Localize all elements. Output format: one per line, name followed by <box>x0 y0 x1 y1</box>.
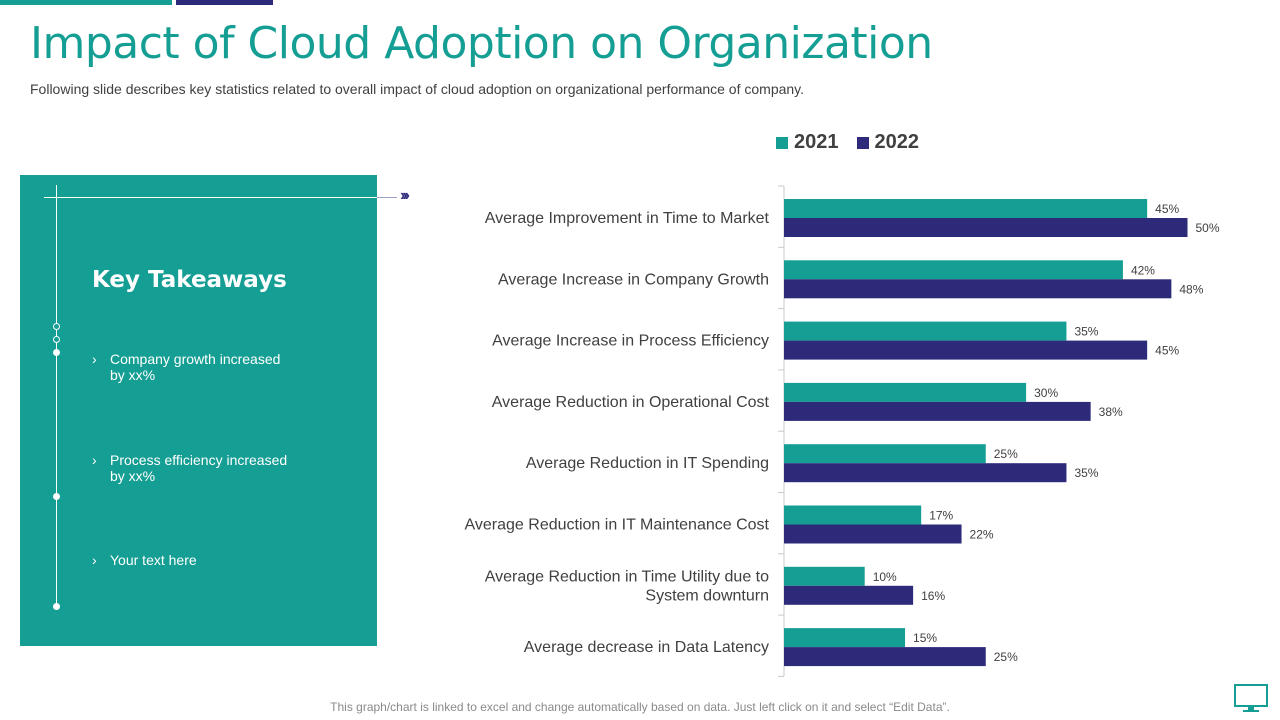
bar-2022 <box>784 218 1188 237</box>
data-label: 30% <box>1034 386 1058 400</box>
bar-2021 <box>784 444 986 464</box>
data-label: 45% <box>1155 344 1179 358</box>
bar-2021 <box>784 321 1067 341</box>
top-accent-navy <box>176 0 273 5</box>
page-title: Impact of Cloud Adoption on Organization <box>30 18 933 69</box>
bar-2022 <box>784 463 1067 483</box>
legend-label: 2022 <box>874 131 920 153</box>
category-label: System downturn <box>645 587 769 604</box>
takeaway-item: › Company growth increased by xx% <box>92 351 302 383</box>
bar-2022 <box>784 340 1148 360</box>
takeaway-item: › Process efficiency increased by xx% <box>92 452 302 484</box>
takeaway-item: › Your text here <box>92 552 302 568</box>
data-label: 10% <box>873 570 897 584</box>
data-label: 38% <box>1099 405 1123 419</box>
bar-2022 <box>784 585 914 605</box>
data-label: 48% <box>1179 282 1203 296</box>
data-label: 17% <box>929 509 953 523</box>
data-label: 15% <box>913 631 937 645</box>
takeaway-text: by xx% <box>110 468 156 484</box>
takeaway-text: Your text here <box>110 552 197 568</box>
bar-2022 <box>784 647 986 667</box>
timeline-dot <box>53 323 60 330</box>
chevron-right-icon: › <box>92 452 97 468</box>
monitor-icon <box>1234 684 1268 712</box>
data-label: 42% <box>1131 263 1155 277</box>
category-label: Average decrease in Data Latency <box>524 639 769 656</box>
data-label: 22% <box>970 528 994 542</box>
timeline-dot <box>53 603 60 610</box>
bar-2021 <box>784 566 865 586</box>
category-label: Average Increase in Process Efficiency <box>492 333 769 350</box>
panel-heading: Key Takeaways <box>92 267 287 293</box>
bar-2021 <box>784 260 1123 280</box>
data-label: 25% <box>994 650 1018 664</box>
legend-item-2021: 2021 <box>776 131 839 154</box>
takeaway-text: Company growth increased <box>110 351 281 367</box>
footer-note: This graph/chart is linked to excel and … <box>330 700 950 714</box>
chart-legend: 2021 2022 <box>776 131 937 154</box>
bar-2022 <box>784 401 1091 421</box>
bar-2021 <box>784 199 1148 218</box>
category-label: Average Increase in Company Growth <box>498 271 769 288</box>
category-label: Average Improvement in Time to Market <box>485 210 770 227</box>
bar-2022 <box>784 279 1172 299</box>
panel-timeline-line <box>56 185 57 607</box>
takeaway-text: by xx% <box>110 367 156 383</box>
category-label: Average Reduction in IT Spending <box>526 455 769 472</box>
page-subtitle: Following slide describes key statistics… <box>30 81 805 97</box>
timeline-dot <box>53 493 60 500</box>
legend-swatch-2022 <box>856 136 869 149</box>
legend-item-2022: 2022 <box>856 131 920 154</box>
divider-extension <box>377 197 397 198</box>
category-label: Average Reduction in Operational Cost <box>492 394 770 411</box>
data-label: 35% <box>1074 325 1098 339</box>
category-label: Average Reduction in Time Utility due to <box>485 568 769 585</box>
triple-chevron-icon: ››› <box>400 187 410 204</box>
legend-swatch-2021 <box>776 136 788 149</box>
panel-divider-line <box>44 197 397 198</box>
category-label: Average Reduction in IT Maintenance Cost <box>465 517 770 534</box>
data-label: 16% <box>921 589 945 603</box>
key-takeaways-panel: Key Takeaways › Company growth increased… <box>20 175 397 646</box>
timeline-dot <box>53 336 60 343</box>
data-label: 45% <box>1155 202 1179 216</box>
bar-2021 <box>784 505 922 525</box>
bar-2022 <box>784 524 962 544</box>
chevron-right-icon: › <box>92 351 97 367</box>
data-label: 50% <box>1196 221 1220 235</box>
bar-2021 <box>784 382 1027 402</box>
chevron-right-icon: › <box>92 552 97 568</box>
data-label: 25% <box>994 447 1018 461</box>
data-label: 35% <box>1074 466 1098 480</box>
takeaway-text: Process efficiency increased <box>110 452 288 468</box>
top-accent-teal <box>0 0 172 5</box>
legend-label: 2021 <box>794 131 839 153</box>
timeline-dot <box>53 349 60 356</box>
bar-2021 <box>784 628 906 648</box>
